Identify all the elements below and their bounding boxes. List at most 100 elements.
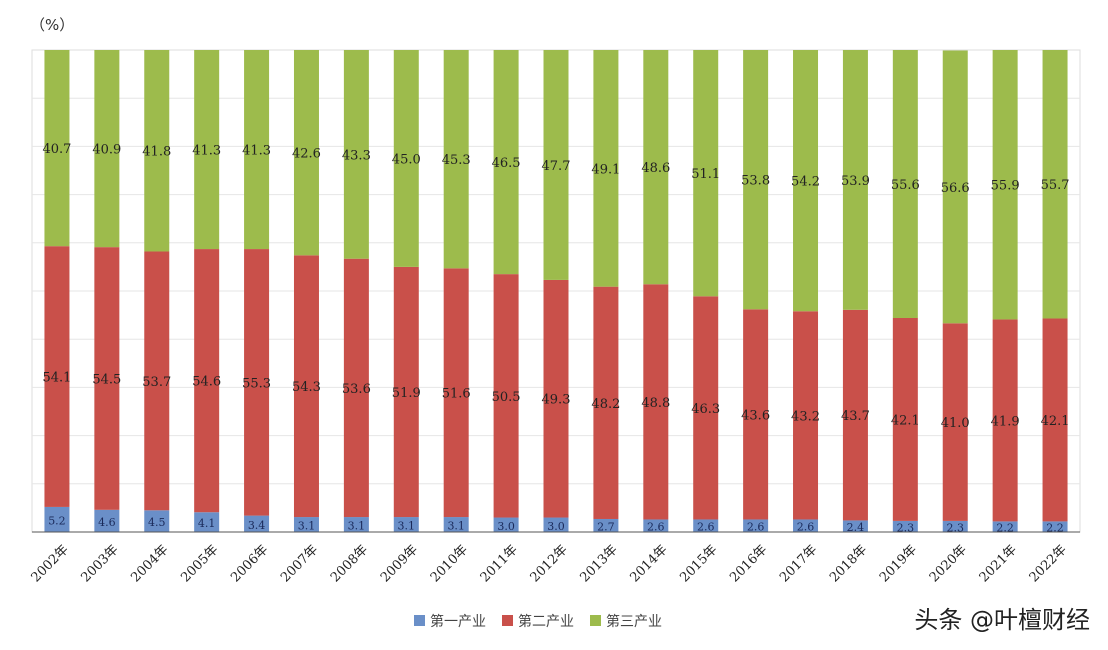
- data-label: 47.7: [542, 159, 571, 174]
- x-tick-label: 2013年: [578, 542, 621, 585]
- legend-label: 第三产业: [606, 613, 662, 630]
- data-label: 51.9: [392, 386, 421, 401]
- legend-swatch: [590, 615, 601, 626]
- bar-segment: [992, 50, 1018, 320]
- bar-segment: [992, 521, 1018, 532]
- x-tick-label: 2015年: [677, 542, 720, 585]
- data-label: 53.9: [841, 174, 870, 189]
- data-label: 45.3: [442, 153, 471, 168]
- bar-segment: [842, 50, 868, 310]
- bar-segment: [1042, 50, 1068, 319]
- data-label: 43.3: [342, 148, 371, 163]
- data-label: 55.6: [891, 178, 920, 193]
- data-label: 4.5: [148, 516, 166, 529]
- data-label: 48.6: [641, 161, 670, 176]
- data-label: 2.3: [897, 521, 915, 534]
- data-label: 2.3: [946, 521, 964, 534]
- data-label: 46.3: [691, 402, 720, 417]
- legend-label: 第二产业: [518, 613, 574, 630]
- data-label: 53.7: [142, 375, 171, 390]
- x-tick-label: 2021年: [977, 542, 1020, 585]
- bar-segment: [293, 255, 319, 518]
- data-label: 54.5: [92, 372, 121, 387]
- data-label: 43.7: [841, 409, 870, 424]
- bar-segment: [593, 50, 619, 287]
- x-tick-label: 2012年: [528, 542, 571, 585]
- bar-segment: [244, 249, 270, 516]
- bar-segment: [94, 50, 120, 248]
- x-tick-label: 2022年: [1027, 542, 1070, 585]
- data-label: 2.6: [747, 521, 765, 534]
- bar-segment: [493, 50, 519, 275]
- data-label: 48.8: [641, 396, 670, 411]
- bar-segment: [892, 50, 918, 318]
- data-label: 41.3: [192, 144, 221, 159]
- bar-segment: [443, 517, 469, 532]
- data-label: 3.1: [398, 520, 416, 533]
- data-label: 4.1: [198, 517, 216, 530]
- data-label: 49.1: [591, 162, 620, 177]
- bar-segment: [892, 520, 918, 532]
- bar-segment: [593, 518, 619, 532]
- data-label: 41.3: [242, 144, 271, 159]
- bar-segment: [194, 50, 220, 250]
- bar-segment: [94, 247, 120, 510]
- bar-segment: [892, 317, 918, 521]
- data-label: 55.3: [242, 376, 271, 391]
- bar-segment: [493, 274, 519, 518]
- x-tick-label: 2004年: [128, 542, 171, 585]
- bar-segment: [992, 319, 1018, 522]
- x-tick-label: 2009年: [378, 542, 421, 585]
- bar-segment: [793, 311, 819, 520]
- bar-segment: [293, 517, 319, 532]
- data-label: 3.0: [497, 520, 515, 533]
- legend-swatch: [502, 615, 513, 626]
- bar-segment: [743, 50, 769, 310]
- x-tick-label: 2016年: [727, 542, 770, 585]
- data-label: 3.1: [447, 520, 465, 533]
- bar-segment: [343, 517, 369, 532]
- bar-segment: [44, 246, 70, 507]
- bar-segment: [842, 309, 868, 521]
- x-tick-label: 2006年: [228, 542, 271, 585]
- x-tick-label: 2011年: [478, 542, 521, 585]
- x-tick-label: 2020年: [927, 542, 970, 585]
- bar-segment: [443, 268, 469, 518]
- bar-segment: [743, 519, 769, 532]
- bar-segment: [942, 50, 968, 324]
- data-label: 46.5: [492, 156, 521, 171]
- x-tick-label: 2019年: [877, 542, 920, 585]
- data-label: 40.9: [92, 143, 121, 158]
- data-label: 53.6: [342, 382, 371, 397]
- bar-segment: [443, 50, 469, 269]
- bar-segment: [343, 258, 369, 518]
- bar-segment: [643, 284, 669, 520]
- bar-segment: [144, 50, 170, 252]
- x-tick-label: 2003年: [78, 542, 121, 585]
- data-label: 40.7: [42, 142, 71, 157]
- data-label: 56.6: [941, 181, 970, 196]
- data-label: 54.1: [42, 371, 71, 386]
- bar-segment: [693, 296, 719, 520]
- bar-segment: [94, 509, 120, 532]
- bar-segment: [643, 519, 669, 532]
- data-label: 49.3: [542, 393, 571, 408]
- x-tick-label: 2010年: [428, 542, 471, 585]
- data-label: 54.6: [192, 375, 221, 390]
- bar-segment: [793, 50, 819, 312]
- x-tick-label: 2008年: [328, 542, 371, 585]
- data-label: 5.2: [48, 514, 66, 527]
- watermark: 头条 @叶檀财经: [914, 606, 1090, 634]
- data-label: 2.6: [697, 521, 715, 534]
- bar-segment: [643, 50, 669, 285]
- bar-segment: [343, 50, 369, 259]
- bar-segment: [44, 506, 70, 532]
- data-label: 45.0: [392, 152, 421, 167]
- x-tick-label: 2007年: [278, 542, 321, 585]
- bar-segment: [593, 286, 619, 519]
- bar-segment: [194, 249, 220, 513]
- bar-segment: [1042, 318, 1068, 522]
- data-label: 2.4: [847, 521, 865, 534]
- bar-segment: [393, 266, 419, 518]
